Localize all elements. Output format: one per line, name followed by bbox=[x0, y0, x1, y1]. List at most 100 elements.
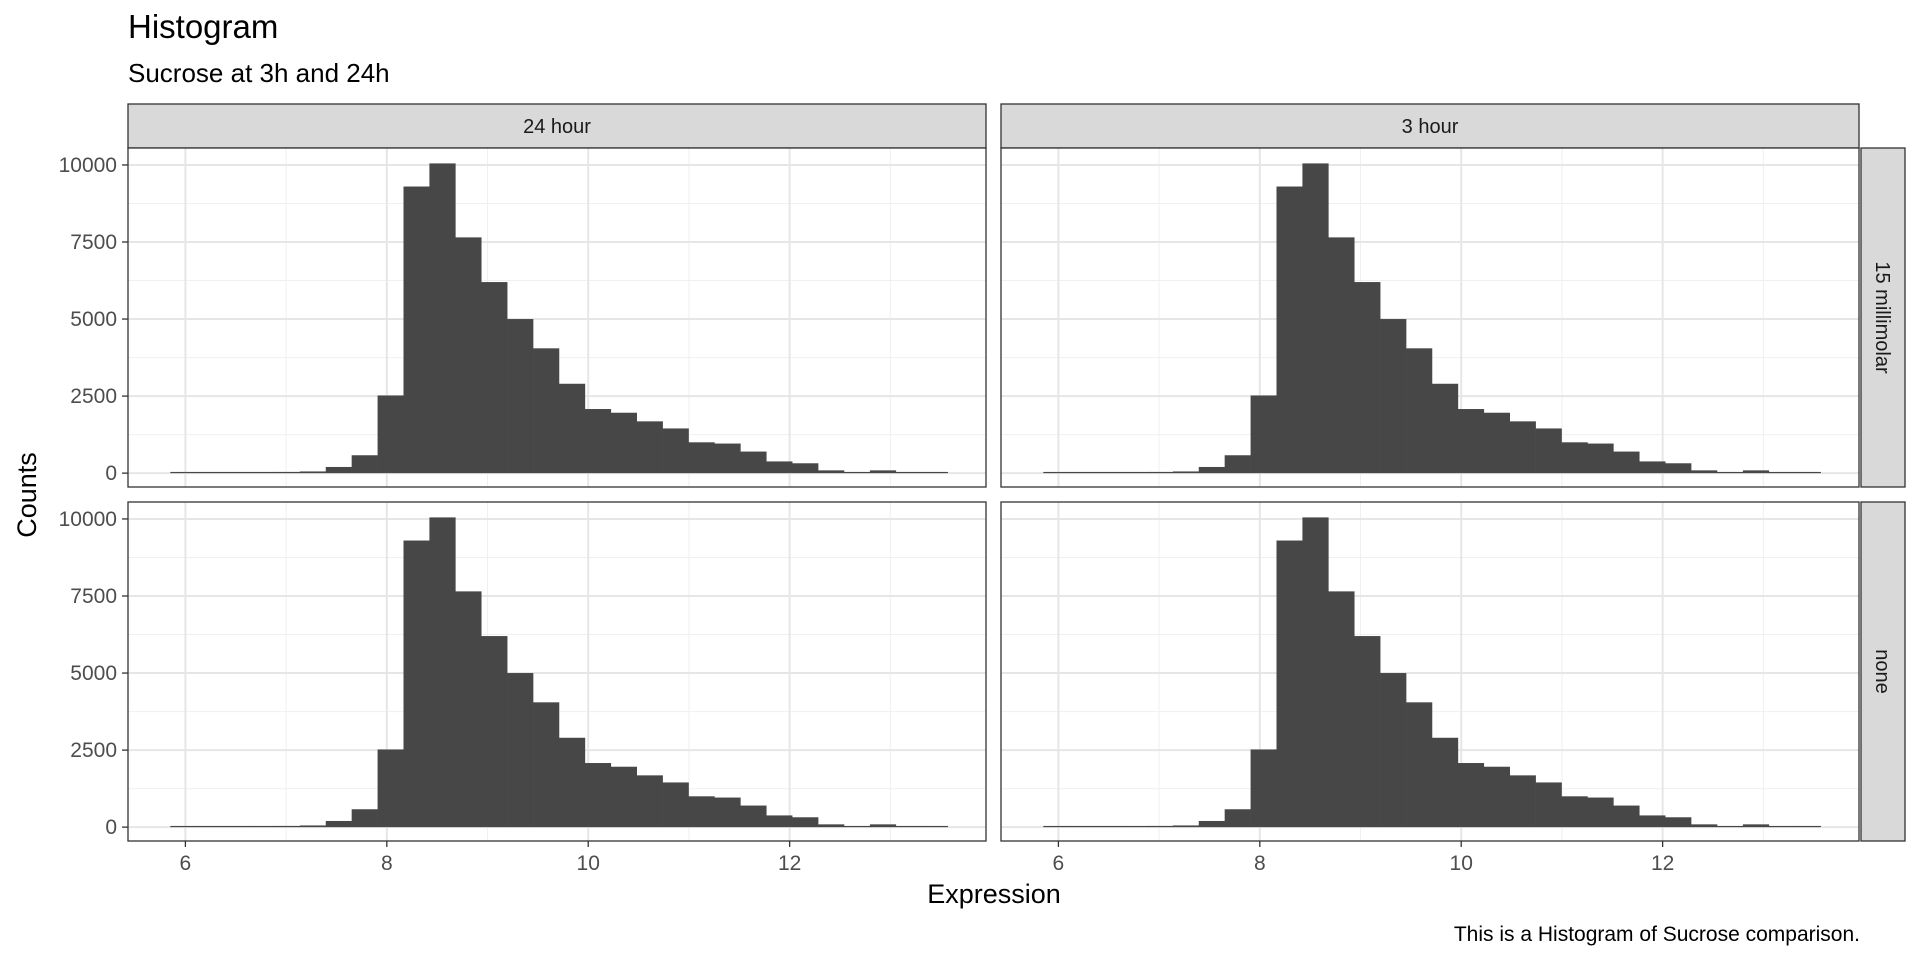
histogram-bar bbox=[843, 471, 871, 474]
histogram-bar bbox=[818, 824, 845, 828]
histogram-bar bbox=[1146, 471, 1174, 474]
histogram-bar bbox=[740, 805, 767, 828]
y-tick-label: 7500 bbox=[70, 585, 117, 608]
histogram-bar bbox=[766, 815, 793, 828]
row-strip-label: 15 millimolar bbox=[1871, 261, 1893, 374]
histogram-bar bbox=[921, 825, 948, 828]
histogram-bar bbox=[688, 442, 715, 474]
histogram-bar bbox=[325, 820, 352, 828]
histogram-bar bbox=[1691, 470, 1718, 474]
histogram-bar bbox=[455, 591, 482, 828]
histogram-bar bbox=[1043, 471, 1070, 474]
histogram-bar bbox=[351, 809, 378, 828]
histogram-bar bbox=[222, 471, 249, 474]
facet-panels: 24 hour 3 hour 15 millimolar none 0 2500 5000 7… bbox=[59, 103, 1906, 875]
histogram-bar bbox=[1250, 749, 1277, 828]
histogram-bar bbox=[1665, 463, 1692, 474]
histogram-bar bbox=[688, 796, 715, 828]
histogram-bar bbox=[1250, 395, 1277, 474]
histogram-bar bbox=[1768, 471, 1796, 474]
histogram-bar bbox=[1665, 817, 1692, 828]
histogram-bar bbox=[1431, 383, 1459, 474]
histogram-bar bbox=[1380, 673, 1407, 828]
x-tick-label: 12 bbox=[1651, 852, 1674, 875]
histogram-bar bbox=[170, 825, 197, 828]
chart-subtitle: Sucrose at 3h and 24h bbox=[128, 58, 390, 88]
histogram-bar bbox=[1587, 797, 1614, 828]
x-tick-label: 6 bbox=[180, 852, 192, 875]
histogram-bar bbox=[1639, 815, 1666, 828]
histogram-bar bbox=[1535, 782, 1562, 828]
histogram-bar bbox=[1639, 461, 1666, 474]
panel-border bbox=[1000, 147, 1860, 488]
histogram-bar bbox=[610, 766, 637, 828]
histogram-bar bbox=[1742, 824, 1770, 828]
histogram-bar bbox=[1172, 825, 1200, 828]
chart-title: Histogram bbox=[128, 8, 278, 45]
x-tick-label: 12 bbox=[778, 852, 801, 875]
histogram-bar bbox=[403, 540, 430, 828]
histogram-bar bbox=[455, 237, 482, 474]
histogram-bar bbox=[325, 466, 352, 474]
histogram-bar bbox=[1691, 824, 1718, 828]
histogram-bar bbox=[1457, 763, 1485, 828]
x-axis-title: Expression bbox=[927, 879, 1061, 909]
histogram-bar bbox=[869, 470, 897, 474]
histogram-bar bbox=[558, 737, 586, 828]
histogram-bar bbox=[403, 186, 430, 474]
histogram-bar bbox=[429, 517, 456, 828]
facet-panel: 6 8 10 12 bbox=[1000, 501, 1860, 875]
histogram-bar bbox=[1069, 471, 1096, 474]
histogram-bar bbox=[921, 471, 948, 474]
histogram-bar bbox=[1457, 409, 1485, 474]
histogram-bar bbox=[1276, 540, 1303, 828]
histogram-bar bbox=[714, 443, 741, 474]
histogram-bar bbox=[1043, 825, 1070, 828]
histogram-bar bbox=[533, 348, 560, 474]
x-tick-label: 10 bbox=[577, 852, 600, 875]
histogram-bar bbox=[377, 749, 404, 828]
histogram-bar bbox=[1406, 702, 1433, 828]
histogram-bar bbox=[714, 797, 741, 828]
histogram-bar bbox=[1613, 805, 1640, 828]
histogram-bar bbox=[481, 282, 508, 474]
y-tick-label: 2500 bbox=[70, 739, 117, 762]
column-strip-label: 24 hour bbox=[523, 116, 591, 138]
histogram-bar bbox=[1613, 451, 1640, 474]
histogram-bar bbox=[1354, 282, 1381, 474]
facet-panel bbox=[1000, 147, 1860, 488]
histogram-bar bbox=[1509, 421, 1536, 474]
histogram-bar bbox=[1587, 443, 1614, 474]
x-tick-label: 6 bbox=[1053, 852, 1065, 875]
histogram-bar bbox=[507, 673, 534, 828]
histogram-bar bbox=[1198, 466, 1225, 474]
histogram-bar bbox=[558, 383, 586, 474]
histogram-bar bbox=[1276, 186, 1303, 474]
facet-panel: 0 2500 5000 7500 10000 bbox=[59, 147, 987, 488]
histogram-bar bbox=[636, 775, 663, 828]
x-tick-label: 8 bbox=[381, 852, 393, 875]
histogram-bar bbox=[1483, 412, 1510, 474]
column-strip: 24 hour bbox=[127, 103, 987, 149]
column-strip: 3 hour bbox=[1000, 103, 1860, 149]
histogram-bar bbox=[1224, 455, 1251, 474]
histogram-bar bbox=[248, 825, 275, 828]
histogram-bar bbox=[429, 163, 456, 474]
histogram-bar bbox=[895, 825, 923, 828]
histogram-bar bbox=[1431, 737, 1459, 828]
x-tick-label: 8 bbox=[1254, 852, 1266, 875]
histogram-bar bbox=[1198, 820, 1225, 828]
histogram-bar bbox=[248, 471, 275, 474]
y-tick-label: 5000 bbox=[70, 308, 117, 331]
histogram-bar bbox=[1380, 319, 1407, 474]
x-tick-label: 10 bbox=[1450, 852, 1473, 875]
histogram-bar bbox=[740, 451, 767, 474]
y-tick-label: 10000 bbox=[59, 508, 117, 531]
panel-border bbox=[127, 501, 987, 842]
row-strip-label: none bbox=[1871, 649, 1893, 694]
histogram-bar bbox=[1794, 825, 1821, 828]
histogram-bar bbox=[662, 428, 689, 474]
histogram-bar bbox=[1121, 471, 1148, 474]
y-axis-title: Counts bbox=[12, 452, 42, 538]
